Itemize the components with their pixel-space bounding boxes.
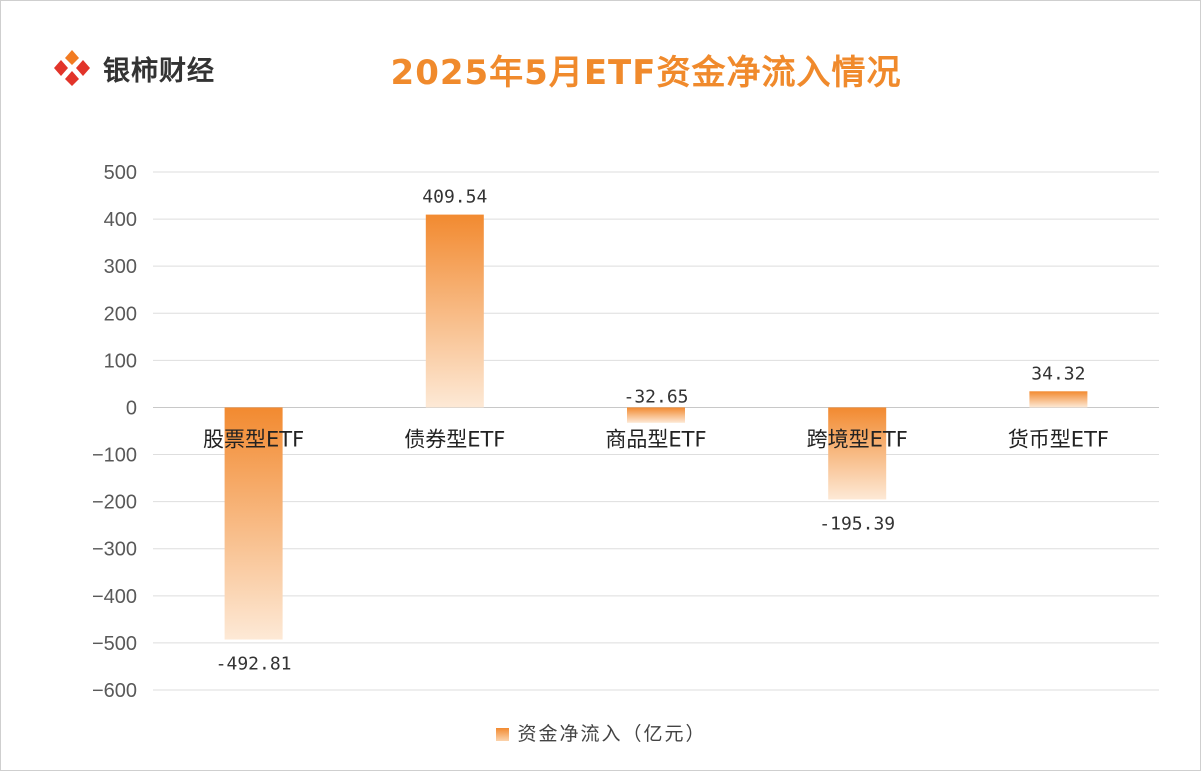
- data-labels: -492.81 409.54 -32.65 -195.39 34.32: [216, 187, 1086, 675]
- category-label: 股票型ETF: [203, 427, 304, 451]
- y-tick-label: 400: [104, 209, 137, 231]
- bar: [224, 407, 283, 640]
- bar: [828, 407, 887, 500]
- y-tick-label: −100: [92, 445, 137, 467]
- y-tick-label: 100: [104, 350, 137, 372]
- data-label: 34.32: [1031, 363, 1085, 384]
- brand-logo: 银柿财经: [51, 48, 215, 88]
- chart-title: 2025年5月ETF资金净流入情况: [390, 53, 902, 93]
- brand-name: 银柿财经: [103, 55, 215, 87]
- gridlines: [153, 171, 1159, 691]
- y-tick-label: −600: [92, 680, 137, 702]
- bars: [224, 214, 1088, 640]
- data-label: -492.81: [216, 654, 292, 675]
- y-tick-label: 300: [104, 256, 137, 278]
- logo-diamond-bottom: [65, 71, 79, 86]
- legend-label: 资金净流入（亿元）: [517, 723, 707, 745]
- y-tick-label: 0: [126, 397, 137, 419]
- data-label: -195.39: [819, 513, 895, 534]
- bar: [425, 214, 484, 408]
- legend: 资金净流入（亿元）: [1, 719, 1201, 746]
- category-label: 债券型ETF: [404, 427, 505, 451]
- data-label: -32.65: [623, 386, 688, 407]
- y-tick-label: −200: [92, 492, 137, 514]
- data-label: 409.54: [422, 187, 487, 208]
- y-tick-label: 500: [104, 162, 137, 184]
- category-labels: 股票型ETF 债券型ETF 商品型ETF 跨境型ETF 货币型ETF: [203, 427, 1109, 451]
- y-tick-label: −400: [92, 586, 137, 608]
- logo-diamond-top: [65, 50, 79, 65]
- y-axis: 500 400 300 200 100 0 −100 −200 −300 −400 −500 −600: [92, 162, 137, 702]
- y-tick-label: 200: [104, 303, 137, 325]
- category-label: 跨境型ETF: [807, 427, 908, 451]
- y-tick-label: −300: [92, 539, 137, 561]
- logo-diamond-left: [54, 60, 68, 76]
- diamond-cluster-logo-icon: [54, 50, 90, 86]
- category-label: 货币型ETF: [1008, 427, 1109, 451]
- y-tick-label: −500: [92, 633, 137, 655]
- legend-swatch: [496, 728, 510, 741]
- bar: [627, 407, 685, 423]
- logo-diamond-right: [76, 60, 90, 76]
- bar: [1029, 391, 1088, 408]
- category-label: 商品型ETF: [605, 427, 706, 451]
